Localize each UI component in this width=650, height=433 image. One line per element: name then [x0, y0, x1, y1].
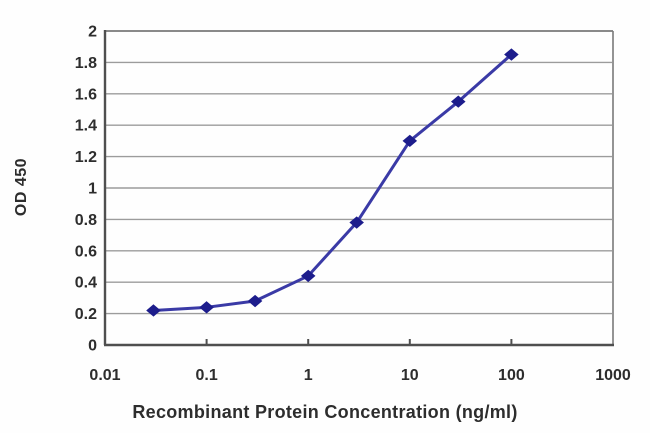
- data-point-marker: [402, 134, 418, 148]
- y-tick-label: 1.6: [75, 86, 97, 103]
- data-point-marker: [146, 304, 161, 317]
- x-tick-label: 0.01: [89, 367, 120, 384]
- y-tick-label: 1.8: [75, 55, 97, 72]
- data-point-marker: [451, 95, 466, 108]
- y-tick-label: 1.4: [75, 118, 97, 135]
- y-tick-label: 0.8: [75, 212, 97, 229]
- x-tick-label: 10: [401, 367, 419, 384]
- x-tick-label: 100: [498, 367, 525, 384]
- y-tick-label: 0.6: [75, 243, 97, 260]
- y-axis-title: OD 450: [13, 157, 30, 217]
- data-point-marker: [199, 301, 214, 314]
- data-point-marker: [247, 294, 263, 308]
- y-tick-label: 0.4: [75, 275, 97, 292]
- y-tick-label: 0: [88, 338, 97, 355]
- x-tick-label: 1: [304, 367, 313, 384]
- y-tick-label: 1.2: [75, 149, 97, 166]
- data-point-marker: [504, 48, 519, 61]
- data-series-line: [151, 53, 513, 312]
- x-axis-title: Recombinant Protein Concentration (ng/ml…: [132, 402, 518, 422]
- y-tick-label: 2: [88, 24, 97, 41]
- data-point-marker: [349, 216, 364, 229]
- y-tick-label: 1: [88, 181, 97, 198]
- y-tick-label: 0.2: [75, 306, 97, 323]
- x-tick-label: 0.1: [195, 367, 217, 384]
- data-point-marker: [300, 269, 316, 283]
- x-tick-label: 1000: [595, 367, 631, 384]
